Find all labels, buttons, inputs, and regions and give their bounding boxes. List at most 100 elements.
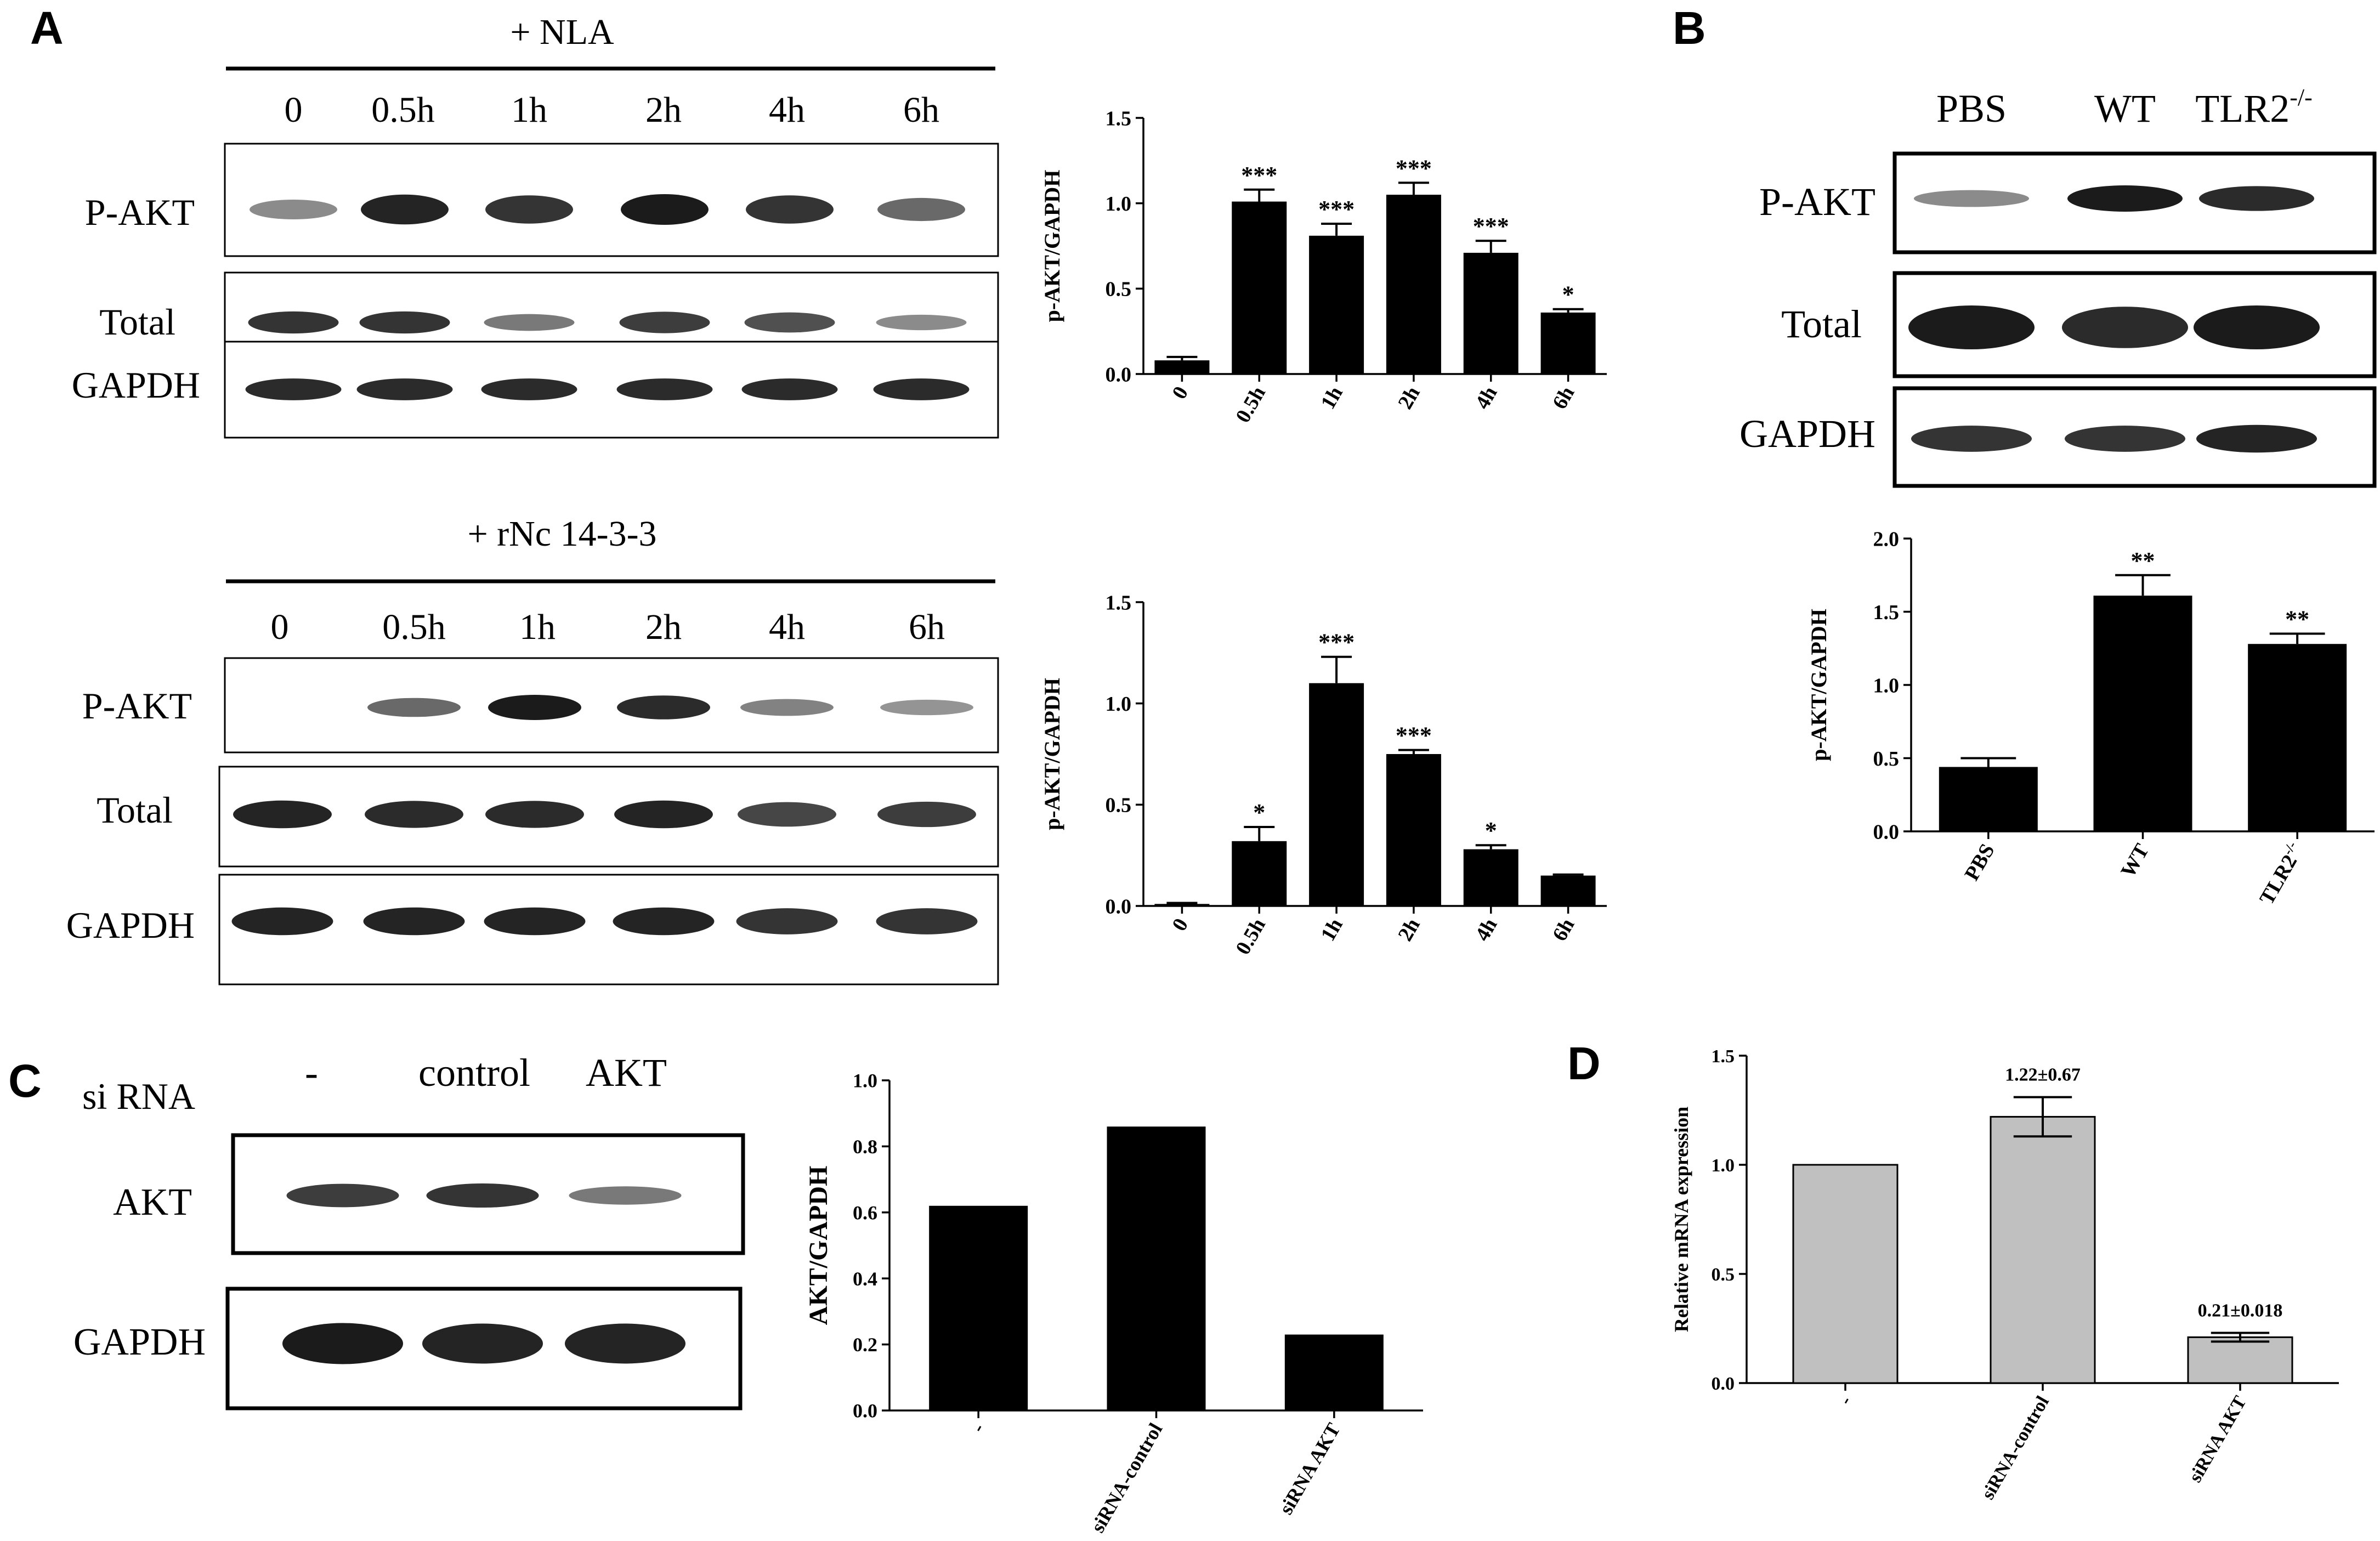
x-tick-label: siRNA AKT [1275,1419,1345,1518]
error-bar [2211,1332,2270,1343]
chart-b: 0.0 0.5 1.0 1.5 2.0 p-AKT/GAPDH PBS ** WT ** TLR2-… [1806,528,2375,909]
blot-band [231,907,333,936]
error-bar [1475,844,1506,849]
lane-label: 6h [903,90,939,130]
significance-marker: * [1253,799,1265,826]
lane-label: WT [2094,87,2156,131]
chart-a-bottom: 0.0 0.5 1.0 1.5 p-AKT/GAPDH 0 * 0.5h *** 1h *** 2h *… [1040,591,1607,959]
blot-band [880,699,973,716]
value-annotation: 0.21±0.018 [2198,1300,2283,1321]
x-tick-label: PBS [1960,840,1999,885]
blot-band [286,1183,399,1208]
x-tick-label: 0.5h [1231,915,1270,959]
bar [1463,252,1518,374]
a-top-blot-gapdh [224,341,999,439]
blot-band [1911,426,2032,452]
x-tick-label: siRNA-control [1977,1393,2053,1503]
blot-band [245,378,342,400]
a-top-bands-pakt [250,194,965,225]
a-top-blot-pakt [224,143,999,257]
y-tick-label: 0.8 [853,1136,877,1158]
x-tick-label: TLR2-/- [2254,839,2308,909]
lane-label: 2h [645,90,682,130]
blot-band [738,802,836,827]
a-top-bands-total [248,311,967,334]
bar [1386,195,1441,374]
a-bottom-row-label-gapdh: GAPDH [66,904,195,946]
c-lane-labels: - control AKT [305,1051,667,1095]
error-bar [1244,188,1275,202]
significance-marker: *** [1318,196,1355,223]
lane-label-main: TLR2 [2195,87,2290,131]
blot-band [422,1323,543,1364]
y-tick-label: 0.5 [1106,794,1132,817]
lane-label: 2h [645,607,682,647]
blot-band [736,908,838,934]
y-tick-label: 0.5 [1873,747,1900,770]
y-axis-label: Relative mRNA expression [1670,1107,1692,1332]
a-top-lane-labels: 0 0.5h 1h 2h 4h 6h [285,90,940,130]
y-tick-label: 0.2 [853,1334,877,1356]
y-tick-label: 0.4 [853,1268,877,1290]
lane-label: 6h [909,607,945,647]
error-bar [1552,308,1584,313]
bar [2093,596,2192,831]
blot-band [2196,424,2317,453]
blot-band [873,378,970,400]
a-bottom-treatment-label: + rNc 14-3-3 [467,514,656,554]
lane-label: 1h [511,90,547,130]
bar [1463,849,1518,906]
blot-band [367,698,461,717]
x-tick-label: siRNA AKT [2185,1392,2251,1486]
significance-marker: ** [2285,606,2309,633]
a-bottom-row-label-total: Total [97,789,173,831]
blot-band [619,311,710,333]
a-bottom-blot-gapdh [218,874,999,985]
a-bottom-bands-total [233,800,976,829]
x-tick-label: 0 [1168,915,1193,935]
significance-marker: *** [1241,162,1277,189]
y-axis-label: p-AKT/GAPDH [1040,678,1064,830]
bar [1309,235,1364,374]
chart-a-top: 0.0 0.5 1.0 1.5 p-AKT/GAPDH 0 *** 0.5h *** 1h *** 2… [1040,107,1607,427]
bar [1540,312,1596,374]
c-row-header: si RNA [82,1075,195,1117]
panel-letter-b: B [1673,2,1706,54]
blot-band [363,907,465,936]
a-top-row-label-pakt: P-AKT [85,191,195,233]
significance-marker: * [1562,281,1574,308]
bar [1386,754,1441,906]
y-axis-label: p-AKT/GAPDH [1040,170,1064,322]
y-tick-label: 1.5 [1106,591,1132,614]
blot-band [2062,307,2188,348]
a-top-row-label-gapdh: GAPDH [72,364,200,406]
bar [1284,1334,1384,1410]
bar [2248,644,2347,831]
blot-band [1908,305,2035,349]
y-tick-label: 0.0 [853,1400,877,1422]
y-tick-label: 0.5 [1106,278,1132,301]
bar [2187,1336,2293,1384]
blot-band [877,801,976,828]
y-tick-label: 1.0 [1873,674,1900,697]
bar [1990,1115,2096,1384]
a-bottom-bands-pakt [367,695,973,720]
blot-band [485,801,584,828]
lane-label: - [305,1051,318,1095]
a-top-treatment-label: + NLA [510,12,614,52]
b-bands-total [1908,305,2320,349]
y-tick-label: 1.0 [853,1070,877,1092]
y-tick-label: 0.0 [1873,820,1900,843]
blot-band [741,378,838,400]
error-bar [2013,1096,2072,1138]
error-bar [2115,574,2171,596]
b-bands-pakt [1914,185,2314,212]
x-tick-label: 4h [1471,383,1501,413]
bar [1540,875,1596,906]
blot-band [876,314,967,331]
bar [1232,201,1287,374]
blot-band [233,800,332,829]
bar [1309,683,1364,906]
y-tick-label: 0.0 [1712,1374,1735,1394]
